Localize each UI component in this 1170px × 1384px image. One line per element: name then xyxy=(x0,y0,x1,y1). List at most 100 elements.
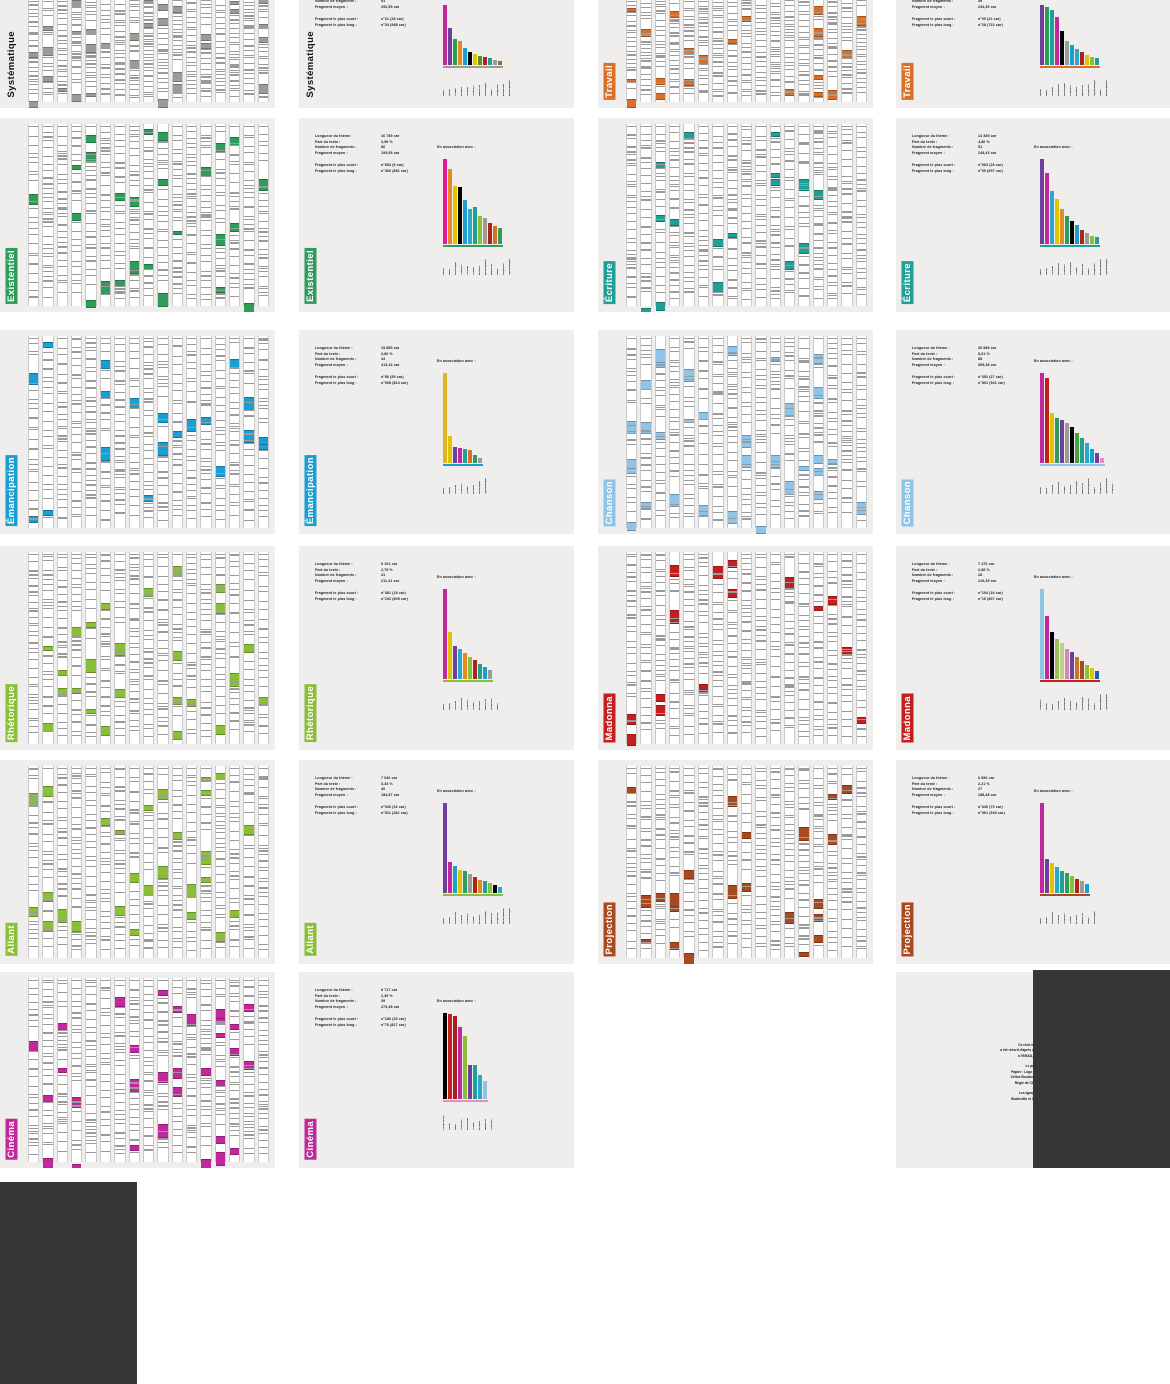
fragment-column xyxy=(783,124,796,306)
fragment-column xyxy=(229,336,241,528)
fragment-column xyxy=(841,124,853,306)
stat-key: Fragment le plus court : xyxy=(315,375,359,380)
theme-statistics: Longueur du thème : 7 646 car Part du text… xyxy=(315,776,408,816)
fragment-column xyxy=(654,124,667,311)
theme-label-rhetorique: Rhétorique xyxy=(305,683,317,742)
bar xyxy=(488,670,492,679)
stat-row: Longueur du thème : 14 385 car xyxy=(912,134,1003,140)
fragment-map xyxy=(626,0,868,108)
panel-existentiel-stats[interactable]: Longueur du thème : 16 789 car Part du tex… xyxy=(299,118,574,312)
fragment-map xyxy=(28,124,270,312)
fragment-column xyxy=(214,766,227,958)
stat-value: 86 xyxy=(381,145,386,150)
panel-madonna-map[interactable]: Madonna xyxy=(598,546,873,750)
bar xyxy=(478,457,482,463)
bar xyxy=(458,1026,462,1099)
bar xyxy=(498,886,502,893)
bar-category-label: Madonna xyxy=(491,264,493,275)
stat-value: 216,39 car xyxy=(978,578,997,583)
panel-allant-stats[interactable]: Longueur du thème : 7 646 car Part du text… xyxy=(299,760,574,964)
bar-category-label: Rêve xyxy=(443,488,445,494)
stat-key: Fragment le plus court : xyxy=(315,163,359,168)
bar xyxy=(463,448,467,463)
association-bar-chart xyxy=(1040,5,1104,65)
stat-key: Part du texte : xyxy=(912,139,938,144)
bar-category-label: Aimer xyxy=(449,89,451,96)
bar-category-label: Écriture xyxy=(479,265,481,275)
panel-chanson-stats[interactable]: Longueur du thème : 36 589 car Part du tex… xyxy=(896,330,1170,534)
stat-value: 51 xyxy=(381,0,386,4)
stat-row: Nombre de fragments : 27 xyxy=(912,787,1005,793)
bar xyxy=(458,869,462,893)
panel-systematique-map[interactable]: Systématique xyxy=(0,0,275,108)
bar-category-label: Travail xyxy=(473,702,475,710)
bar-category-label: Rêve xyxy=(443,704,445,710)
stat-key: Fragment moyen : xyxy=(315,4,348,9)
association-chart-title: En association avec : xyxy=(437,999,476,1003)
fragment-column xyxy=(712,552,724,744)
fragment-column xyxy=(243,978,255,1162)
fragment-column xyxy=(85,0,97,102)
bar-category-label: Écriture xyxy=(479,700,481,710)
fragment-column xyxy=(171,552,183,744)
stat-key: Fragment moyen : xyxy=(315,578,348,583)
panel-emancipation-map[interactable]: Émancipation xyxy=(0,330,275,534)
panel-emancipation-stats[interactable]: Longueur du thème : 15 885 car Part du tex… xyxy=(299,330,574,534)
panel-rhetorique-stats[interactable]: Longueur du thème : 9 101 car Part du text… xyxy=(299,546,574,750)
stats-spacer xyxy=(912,368,1005,375)
panel-projection-stats[interactable]: Longueur du thème : 6 896 car Part du text… xyxy=(896,760,1170,964)
panel-existentiel-map[interactable]: Existentiel xyxy=(0,118,275,312)
stat-value: n°801 (941 car) xyxy=(978,380,1005,385)
stat-value: n°194 (34 car) xyxy=(978,591,1003,596)
fragment-column xyxy=(56,766,69,958)
panel-ecriture-stats[interactable]: Longueur du thème : 14 385 car Part du tex… xyxy=(896,118,1170,312)
bar-category-label: Travail xyxy=(1070,916,1072,924)
bar xyxy=(463,1036,467,1099)
stat-row: Part du texte : 8,61 % xyxy=(912,352,1005,358)
stat-value: 28 xyxy=(978,573,983,578)
bar-category-label: Cinéma xyxy=(1052,485,1054,494)
panel-chanson-map[interactable]: Chanson xyxy=(598,330,873,534)
bar xyxy=(458,41,462,65)
bar xyxy=(463,48,467,65)
fragment-column xyxy=(697,766,710,958)
bar xyxy=(468,209,472,244)
fragment-column xyxy=(769,766,781,958)
stat-row: Fragment le plus court : n°663 (26 car) xyxy=(912,163,1003,169)
bar xyxy=(1065,873,1069,893)
stat-key: Nombre de fragments : xyxy=(912,145,954,150)
panel-travail-map[interactable]: Travail xyxy=(598,0,873,108)
fragment-column xyxy=(56,978,69,1162)
fragment-column xyxy=(42,336,54,528)
panel-madonna-stats[interactable]: Longueur du thème : 7 470 car Part du text… xyxy=(896,546,1170,750)
fragment-column xyxy=(841,0,853,102)
bar xyxy=(478,56,482,65)
bar-category-label: Projection xyxy=(1100,482,1102,494)
association-chart-title: En association avec : xyxy=(1034,359,1073,363)
fragment-column xyxy=(71,336,83,528)
panel-allant-map[interactable]: Allant xyxy=(0,760,275,964)
panel-ecriture-map[interactable]: Écriture xyxy=(598,118,873,312)
stats-spacer xyxy=(912,156,1003,163)
bar xyxy=(1095,58,1099,65)
panel-cinema-map[interactable]: Cinéma xyxy=(0,972,275,1168)
fragment-column xyxy=(229,0,241,102)
fragment-map xyxy=(28,336,270,528)
panel-rhetorique-map[interactable]: Rhétorique xyxy=(0,546,275,750)
stat-value: n°663 (26 car) xyxy=(978,163,1003,168)
fragment-column xyxy=(142,978,155,1162)
bar-category-label: Cinéma xyxy=(1052,87,1054,96)
fragment-column xyxy=(827,552,839,744)
stat-row: Nombre de fragments : 39 xyxy=(912,0,1003,5)
bar-category-label: Écriture xyxy=(479,1120,481,1130)
panel-projection-map[interactable]: Projection xyxy=(598,760,873,964)
chart-baseline xyxy=(443,1100,488,1102)
stat-row: Longueur du thème : 7 470 car xyxy=(912,562,1003,568)
fragment-column xyxy=(229,978,241,1162)
bar-category-label: Émancipation xyxy=(1088,478,1090,494)
panel-cinema-stats[interactable]: Longueur du thème : 8 717 car Part du text… xyxy=(299,972,574,1168)
bar xyxy=(1070,427,1074,463)
stat-key: Longueur du thème : xyxy=(315,562,353,566)
